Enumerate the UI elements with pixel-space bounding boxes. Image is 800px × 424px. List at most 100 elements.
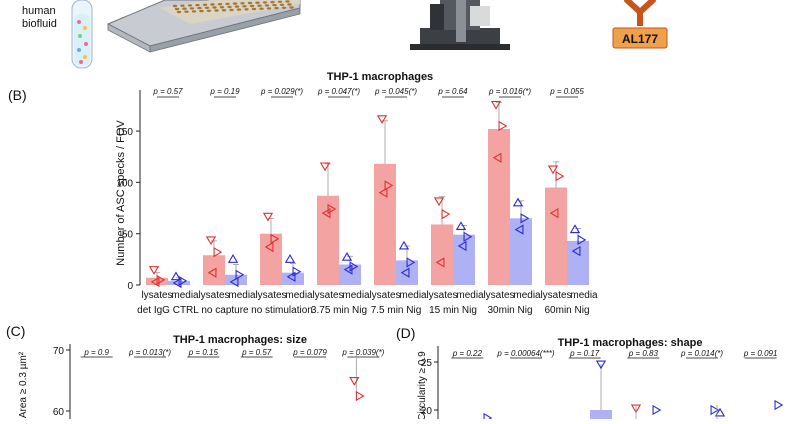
p-value-label: p = 0.013(*) (128, 348, 171, 357)
array-spot (225, 2, 230, 6)
p-value-label: p = 0.029(*) (260, 87, 303, 96)
group-label: 30min Nig (487, 305, 532, 316)
array-spot (249, 4, 255, 8)
panel-d-y-tick-label: 25 (421, 358, 433, 369)
point-lysates (441, 209, 451, 220)
antibody-icon: AL177 (612, 0, 668, 49)
p-value-label: p = 0.15 (188, 348, 219, 357)
bar-lysates (488, 129, 510, 285)
bar-media (396, 260, 418, 285)
array-spot (281, 6, 287, 9)
panel-d-ylabel: Circularity ≥ 0.9 (417, 351, 428, 419)
human-label: human (22, 5, 56, 17)
group-label: no stimulation (251, 305, 313, 316)
point-media (343, 264, 353, 275)
point-lysates (433, 197, 445, 207)
point-lysates (262, 212, 274, 222)
point-media (406, 257, 416, 268)
series-label-lysates: lysates (426, 290, 457, 301)
panel-c: (C) THP-1 macrophages: size Area ≥ 0.3 µ… (6, 323, 385, 419)
antibody-label: AL177 (622, 32, 658, 46)
point-media (595, 360, 607, 370)
array-spot (247, 1, 253, 5)
panel-c-y-tick-label: 60 (53, 407, 65, 418)
array-spot (172, 4, 178, 8)
array-spot (204, 6, 210, 9)
p-value-label: p = 0.57 (241, 348, 272, 357)
group-label: 15 min Nig (429, 305, 477, 316)
panel-b-y-tick-label: 100 (116, 178, 133, 189)
array-spot (236, 8, 242, 11)
array-spot (214, 9, 219, 12)
point-media (172, 277, 182, 289)
panel-b: (B) THP-1 macrophages Number of ASC spec… (8, 71, 598, 316)
array-spot (277, 0, 283, 3)
panel-b-title: THP-1 macrophages (327, 71, 433, 83)
series-label-lysates: lysates (540, 290, 571, 301)
point-lysates (435, 257, 445, 268)
array-spot (234, 5, 240, 8)
array-spot (189, 7, 195, 10)
array-slide-icon (106, 0, 301, 53)
array-spot (221, 9, 227, 12)
array-spot (279, 3, 285, 6)
panel-c-ylabel: Area ≥ 0.3 µm² (18, 351, 29, 418)
p-value-label: p = 0.039(*) (341, 348, 384, 357)
p-value-label: p = 0.079 (292, 348, 327, 357)
point-lysates (270, 233, 280, 244)
point-media (774, 399, 784, 411)
bar-lysates (431, 224, 453, 285)
p-value-label: p = 0.016(*) (488, 87, 531, 96)
panel-c-axes: 60 70 p = 0.9 p = 0.013(*) p = 0.15 p = 0.57 p… (53, 344, 385, 419)
group-label: det IgG CTRL (137, 305, 199, 316)
series-label-lysates: lysates (141, 290, 172, 301)
array-spot (240, 2, 245, 5)
point-media (178, 275, 188, 287)
array-spot (217, 2, 223, 6)
series-label-media: media (342, 290, 370, 301)
point-media (341, 252, 353, 261)
biofluid-tube-icon (71, 0, 93, 69)
array-spot (287, 3, 292, 6)
p-value-label: p = 0.091 (743, 349, 778, 358)
series-label-media: media (171, 290, 199, 301)
point-media (520, 213, 530, 224)
point-lysates (148, 266, 160, 275)
point-lysates (321, 207, 331, 219)
array-spot (180, 4, 185, 7)
point-lysates (376, 115, 388, 125)
group-label: 7.5 min Nig (371, 305, 422, 316)
array-spot (270, 0, 275, 4)
array-spot (274, 6, 279, 10)
bar-lysates (374, 163, 396, 285)
top-illustration: human biofluid AL177 (22, 0, 668, 69)
array-spot (285, 0, 290, 3)
bar-lysates (260, 233, 282, 285)
p-value-label: p = 0.19 (209, 87, 240, 96)
array-spot (244, 8, 249, 11)
bar-lysates (317, 195, 339, 285)
point-media (170, 271, 182, 281)
bar-media (590, 410, 612, 419)
panel-b-y-tick-label: 0 (127, 281, 133, 292)
point-media (569, 224, 581, 234)
p-value-label: p = 0.9 (83, 348, 109, 357)
point-media (284, 254, 296, 263)
point-media (512, 197, 524, 207)
array-spot (262, 1, 268, 4)
p-value-label: p = 0.22 (452, 349, 483, 358)
panel-b-label: (B) (8, 87, 27, 103)
array-spot (227, 5, 232, 9)
point-media (483, 412, 493, 424)
point-lysates (498, 120, 508, 132)
point-lysates (490, 100, 502, 110)
panel-b-bars (146, 101, 589, 285)
bar-media (282, 272, 304, 285)
microscope-icon (410, 0, 510, 50)
array-spot (195, 3, 200, 7)
array-spot (242, 5, 247, 8)
array-spot (174, 7, 180, 11)
point-media (514, 224, 524, 235)
panel-b-ylabel: Number of ASC specks / FOV (115, 120, 127, 266)
point-media (457, 240, 467, 252)
